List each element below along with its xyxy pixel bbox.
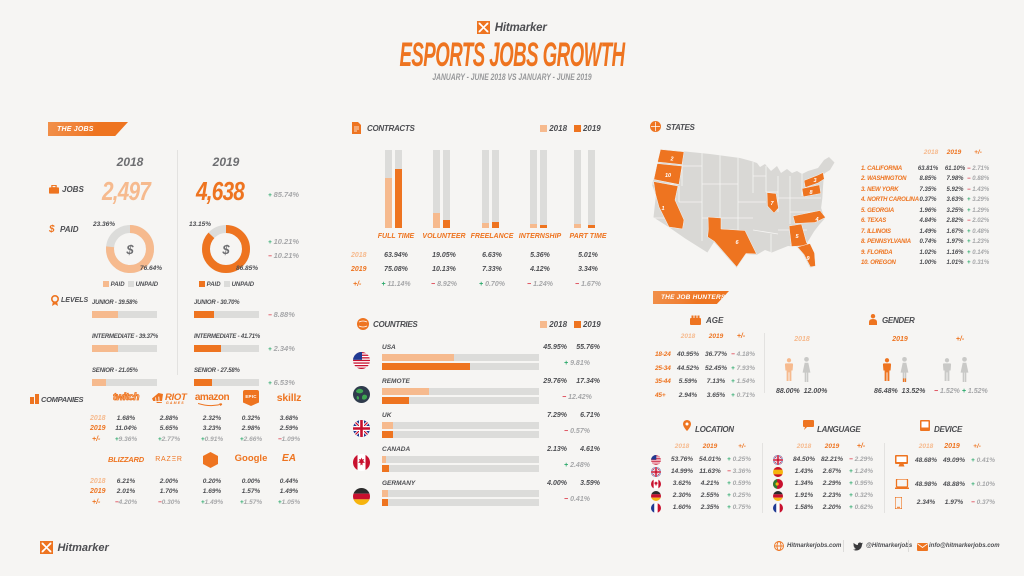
- svg-text:10: 10: [665, 173, 671, 179]
- svg-text:1: 1: [661, 206, 664, 212]
- svg-text:6: 6: [735, 240, 739, 246]
- svg-text:2: 2: [669, 157, 673, 163]
- svg-text:$: $: [221, 242, 230, 257]
- svg-text:9: 9: [806, 256, 810, 262]
- svg-text:4: 4: [814, 217, 818, 223]
- svg-text:3: 3: [813, 178, 816, 184]
- svg-text:8: 8: [809, 190, 813, 196]
- svg-text:7: 7: [770, 201, 774, 207]
- svg-text:5: 5: [795, 234, 799, 240]
- svg-text:$: $: [125, 242, 134, 257]
